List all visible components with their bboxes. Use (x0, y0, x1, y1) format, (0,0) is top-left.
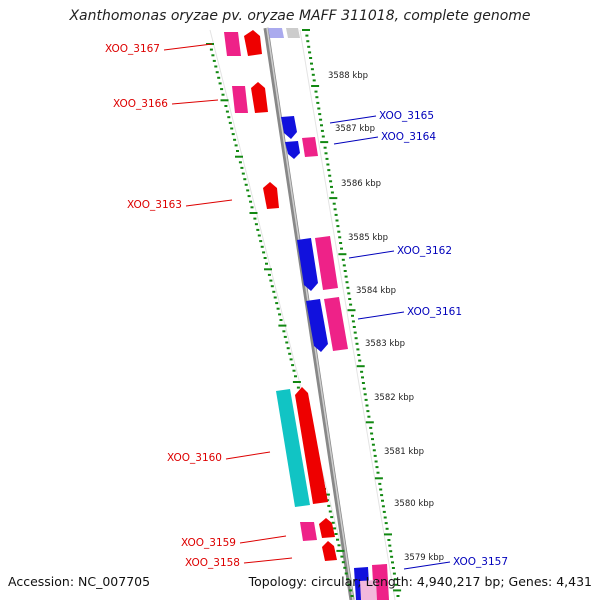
gene-label-connector (239, 535, 287, 544)
gene-xoo-3160-cyan (276, 389, 310, 507)
kbp-label: 3584 kbp (356, 286, 396, 296)
gene-xoo-3167-pink (224, 32, 241, 56)
gene-label-connector (333, 136, 379, 145)
gene-label-connector (329, 115, 377, 124)
gene-xoo-3166-red (251, 82, 268, 113)
gene-xoo-3159-red (319, 518, 335, 538)
gene-xoo-3161-blue (306, 299, 328, 352)
gene-label-xoo-3161[interactable]: XOO_3161 (407, 306, 462, 318)
gene-top-stub-grey (286, 28, 300, 38)
kbp-scale-labels: 3588 kbp 3587 kbp 3586 kbp 3585 kbp 3584 kbp… (328, 71, 444, 563)
gene-label-connector (348, 250, 395, 259)
kbp-label: 3588 kbp (328, 71, 368, 81)
gene-xoo-3157-lightpink (360, 580, 377, 600)
gene-label-connector (357, 311, 405, 320)
gene-xoo-3163-red (263, 182, 279, 209)
gene-label-xoo-3163[interactable]: XOO_3163 (127, 199, 182, 211)
gene-label-xoo-3159[interactable]: XOO_3159 (181, 537, 236, 549)
gene-xoo-3160-red (295, 387, 328, 504)
kbp-label: 3582 kbp (374, 393, 414, 403)
kbp-label: 3586 kbp (341, 179, 381, 189)
kbp-label: 3585 kbp (348, 233, 388, 243)
gene-xoo-3164-pink (302, 137, 318, 157)
kbp-label: 3579 kbp (404, 553, 444, 563)
gene-xoo-3164-blue (285, 141, 300, 159)
gene-label-connector (243, 557, 293, 564)
gene-xoo-3166-pink (232, 86, 248, 113)
right-tick-column (302, 29, 402, 597)
kbp-label: 3583 kbp (365, 339, 405, 349)
gene-label-connector (403, 561, 451, 570)
gene-label-xoo-3160[interactable]: XOO_3160 (167, 452, 222, 464)
kbp-label: 3581 kbp (384, 447, 424, 457)
gene-label-xoo-3167[interactable]: XOO_3167 (105, 43, 160, 55)
accession-label: Accession: NC_007705 (8, 574, 151, 589)
gene-label-xoo-3164[interactable]: XOO_3164 (381, 131, 436, 143)
map-title: Xanthomonas oryzae pv. oryzae MAFF 31101… (69, 8, 531, 24)
outer-strand-guide (209, 29, 356, 601)
left-gene-labels: XOO_3167 XOO_3166 XOO_3163 XOO_3160 XOO_3159… (105, 43, 293, 569)
gene-label-xoo-3165[interactable]: XOO_3165 (379, 110, 434, 122)
gene-xoo-3161-pink (324, 297, 348, 351)
gene-label-xoo-3162[interactable]: XOO_3162 (397, 245, 452, 257)
outer-strand-guide (299, 29, 396, 601)
gene-label-connector (225, 451, 271, 460)
gene-top-stub-blue (268, 28, 284, 38)
gene-label-xoo-3157[interactable]: XOO_3157 (453, 556, 508, 568)
gene-xoo-3158-red (322, 541, 337, 561)
gene-xoo-3162-blue (297, 238, 318, 291)
gene-label-connector (185, 199, 233, 207)
gene-label-connector (171, 99, 219, 105)
kbp-label: 3587 kbp (335, 124, 375, 134)
gene-xoo-3159-pink (300, 522, 317, 541)
gene-label-xoo-3158[interactable]: XOO_3158 (185, 557, 240, 569)
gene-xoo-3167-red (244, 30, 262, 56)
right-gene-labels: XOO_3165 XOO_3164 XOO_3162 XOO_3161 XOO_3157 (329, 110, 508, 570)
topology-label: Topology: circular; Length: 4,940,217 bp… (248, 574, 592, 589)
gene-xoo-3162-pink (315, 236, 338, 290)
gene-label-connector (163, 43, 213, 51)
kbp-label: 3580 kbp (394, 499, 434, 509)
gene-xoo-3165-blue (281, 116, 297, 139)
gene-label-xoo-3166[interactable]: XOO_3166 (113, 98, 168, 110)
